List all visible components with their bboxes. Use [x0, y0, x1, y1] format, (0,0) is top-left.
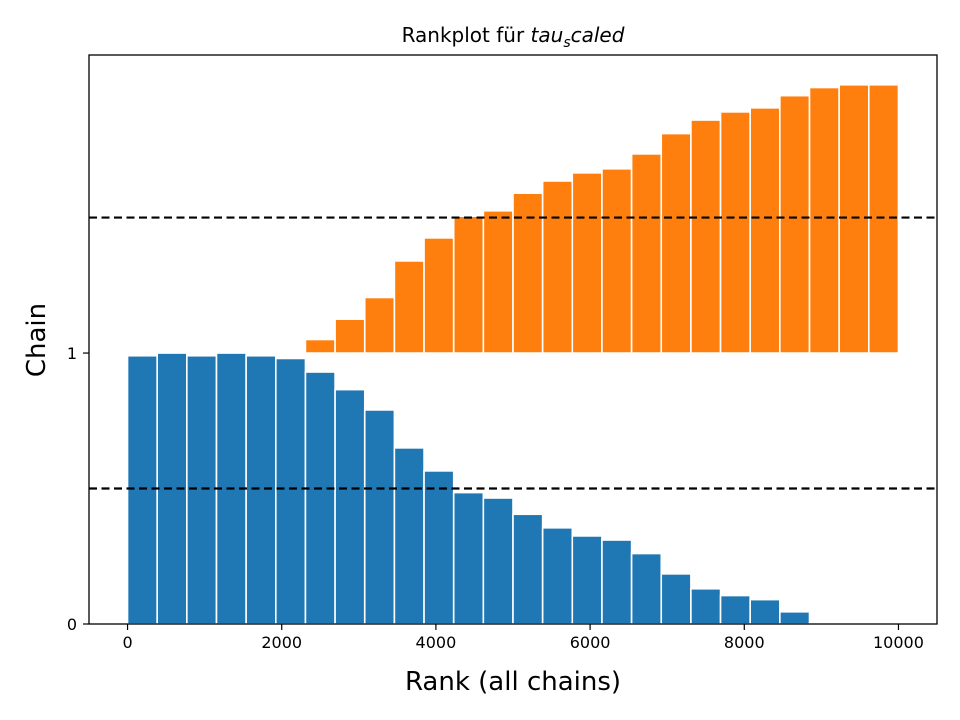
y-axis-label: Chain	[22, 303, 52, 377]
x-tick-label-3: 6000	[570, 633, 611, 652]
x-tick-label-5: 10000	[873, 633, 924, 652]
bar-chain-1-bin-5	[274, 350, 307, 354]
chart-title-math-sub: s	[563, 35, 570, 51]
bar-chain-0-bin-4	[245, 354, 277, 625]
bar-chain-1-bin-10	[423, 237, 455, 354]
bar-chain-1-bin-7	[334, 318, 366, 354]
bar-chain-1-bin-17	[630, 153, 663, 354]
bar-chain-0-bin-20	[719, 594, 752, 625]
x-tick-label-1: 2000	[261, 633, 302, 652]
chart-title-math-base: tau	[531, 23, 564, 47]
bar-chain-0-bin-17	[630, 552, 663, 625]
bar-chain-1-bin-19	[690, 119, 722, 354]
bar-chain-0-bin-19	[690, 587, 722, 625]
bar-chain-1-bin-6	[304, 338, 336, 354]
plot-frame	[88, 54, 938, 625]
chart-title: Rankplot für tauscaled	[402, 23, 625, 51]
bar-chain-1-bin-9	[393, 260, 425, 354]
x-tick-label-0: 0	[122, 633, 132, 652]
bar-chain-1-bin-8	[363, 296, 396, 354]
x-axis-label: Rank (all chains)	[405, 667, 621, 697]
bar-chain-0-bin-10	[423, 470, 455, 625]
bar-chain-0-bin-11	[452, 491, 485, 625]
bar-chain-1-bin-18	[660, 132, 692, 354]
x-tick-label-2: 4000	[416, 633, 457, 652]
bar-chain-0-bin-22	[779, 611, 811, 625]
bar-chain-0-bin-9	[393, 447, 425, 625]
bar-chain-1-bin-15	[571, 172, 603, 354]
y-tick-label-0: 0	[67, 615, 77, 634]
chart-title-math-rest: caled	[571, 23, 625, 47]
bar-chain-1-bin-25	[868, 84, 900, 354]
bar-chain-1-bin-23	[808, 86, 840, 354]
reference-lines	[89, 216, 937, 490]
bar-chain-0-bin-8	[363, 409, 396, 625]
bar-chain-0-bin-13	[512, 513, 544, 625]
bar-chain-1-bin-16	[601, 168, 633, 354]
bar-chain-1-bin-24	[838, 84, 870, 354]
bars-layer	[126, 84, 900, 625]
bar-chain-0-bin-21	[749, 598, 781, 625]
bar-chain-0-bin-6	[304, 371, 336, 625]
bar-chain-1-bin-14	[541, 180, 574, 354]
bar-chain-0-bin-14	[541, 527, 574, 625]
bar-chain-0-bin-18	[660, 573, 692, 625]
x-tick-label-4: 8000	[724, 633, 765, 652]
bar-chain-0-bin-2	[186, 354, 218, 625]
bar-chain-1-bin-11	[452, 215, 485, 354]
bar-chain-0-bin-16	[601, 539, 633, 625]
y-tick-label-1: 1	[67, 344, 77, 363]
x-axis-ticks: 0 2000 4000 6000 8000 10000	[122, 624, 924, 652]
bar-chain-0-bin-12	[482, 497, 514, 625]
bar-chain-0-bin-0	[126, 354, 158, 625]
y-axis-ticks: 01	[67, 344, 89, 634]
bar-chain-1-bin-20	[719, 111, 752, 354]
bar-chain-0-bin-7	[334, 388, 366, 625]
bar-chain-0-bin-5	[274, 357, 307, 625]
chart-title-prefix: Rankplot für	[402, 23, 531, 47]
bar-chain-1-bin-21	[749, 107, 781, 354]
bar-chain-0-bin-15	[571, 535, 603, 625]
bar-chain-1-bin-12	[482, 209, 514, 354]
bar-chain-1-bin-22	[779, 94, 811, 354]
